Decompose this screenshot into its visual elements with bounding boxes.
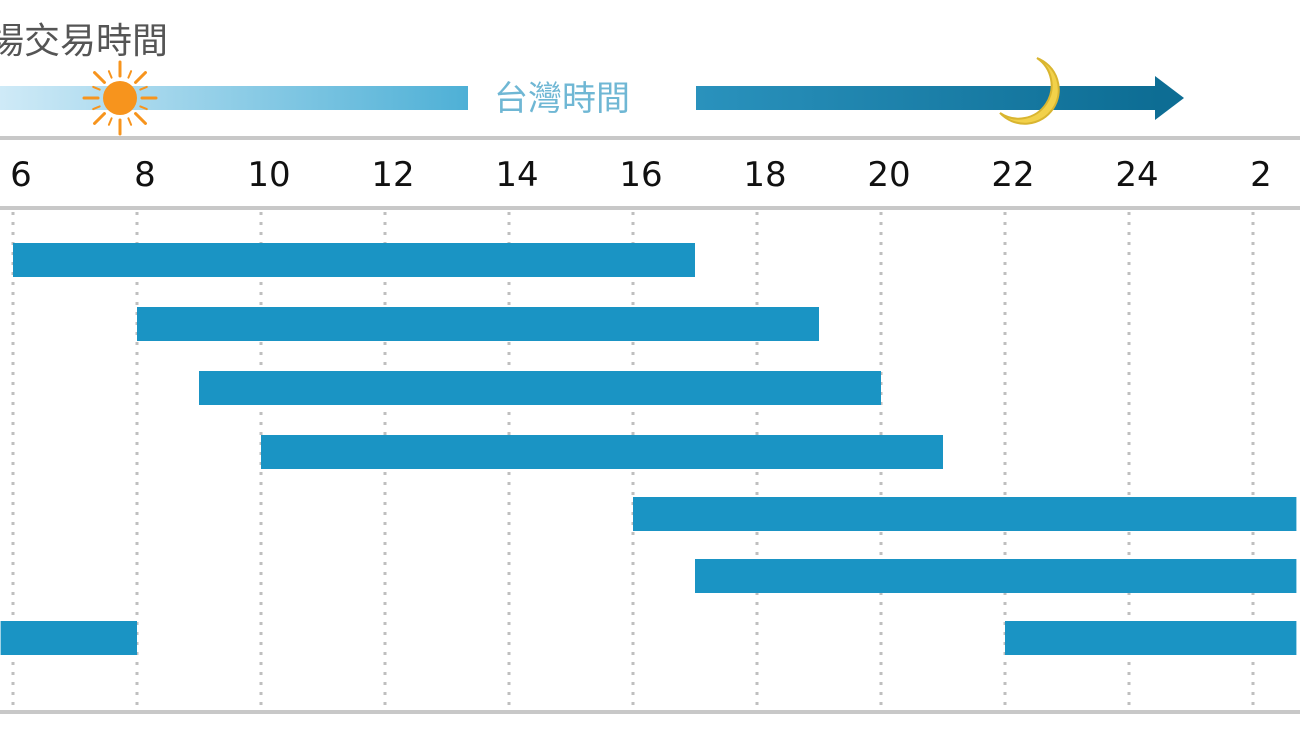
sun-ray: [93, 71, 106, 84]
sun-ray: [127, 70, 133, 79]
sun-disc: [103, 81, 137, 115]
sun-ray: [127, 117, 133, 126]
session-bar: [199, 371, 881, 405]
bars: [0, 243, 1297, 655]
x-tick-label: 24: [1115, 155, 1158, 195]
sun-ray: [92, 85, 101, 91]
gridlines: [11, 212, 1255, 708]
sun-ray: [139, 85, 148, 91]
session-bar: [0, 621, 137, 655]
x-tick-label: 2: [1250, 155, 1272, 195]
sun-ray: [92, 105, 101, 111]
x-tick-label: 8: [134, 155, 156, 195]
x-tick-label: 10: [247, 155, 290, 195]
x-tick-labels: 6 8 10 12 14 16 18 20 22 24 2: [10, 155, 1272, 195]
sun-icon: [82, 60, 158, 136]
x-tick-label: 22: [991, 155, 1034, 195]
arrow-right-icon: [1155, 76, 1184, 120]
session-bar: [13, 243, 695, 277]
x-tick-label: 12: [371, 155, 414, 195]
sun-ray: [139, 105, 148, 111]
x-tick-label: 16: [619, 155, 662, 195]
x-tick-label: 14: [495, 155, 538, 195]
session-bar: [261, 435, 943, 469]
session-bar: [633, 497, 1297, 531]
sun-ray: [107, 117, 113, 126]
sun-ray: [107, 70, 113, 79]
timeline-left-segment: [0, 86, 468, 110]
x-tick-label: 20: [867, 155, 910, 195]
chart-title: 場交易時間: [0, 21, 168, 62]
sun-ray: [93, 112, 106, 125]
timeline-arrow: 台灣時間: [0, 76, 1184, 120]
crescent-moon-icon: [999, 57, 1060, 125]
timezone-label: 台灣時間: [494, 79, 630, 119]
x-tick-label: 18: [743, 155, 786, 195]
sun-ray: [134, 112, 147, 125]
x-tick-label: 6: [10, 155, 32, 195]
session-bar: [137, 307, 819, 341]
session-bar: [695, 559, 1297, 593]
timeline-right-segment: [696, 86, 1158, 110]
sun-ray: [134, 71, 147, 84]
session-bar: [1005, 621, 1297, 655]
